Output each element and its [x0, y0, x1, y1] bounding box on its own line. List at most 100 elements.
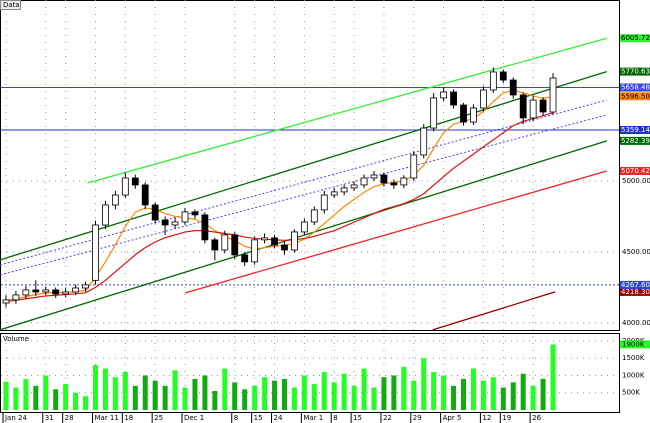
candle-body	[310, 209, 318, 223]
volume-bar	[23, 378, 29, 410]
level-label: 5282.3944	[621, 137, 650, 145]
x-tick-label: Mar 11	[94, 414, 118, 422]
y-tick-label: 4500.0000	[622, 248, 650, 256]
trend-line	[87, 37, 607, 184]
candle-body	[519, 94, 527, 119]
x-tick-label: 18	[124, 414, 133, 422]
x-tick-label: Apr 5	[443, 414, 462, 422]
volume-bar	[510, 382, 516, 410]
volume-bar	[530, 385, 536, 410]
candle-body	[430, 97, 438, 129]
candle-body	[450, 91, 457, 106]
level-label: 4218.3099	[621, 288, 650, 296]
volume-tick-label: 500K	[622, 389, 640, 397]
level-label: 6005.7232	[621, 34, 650, 42]
candle-body	[480, 89, 487, 109]
volume-bar	[331, 382, 337, 410]
level-label-box	[620, 67, 650, 76]
level-label-box	[620, 287, 650, 296]
x-tick-label: 26	[532, 414, 541, 422]
volume-bar	[550, 344, 556, 410]
candle-body	[410, 154, 418, 179]
candle-body	[32, 289, 40, 293]
candle-body	[221, 234, 229, 251]
volume-bar	[371, 387, 377, 410]
volume-bar	[311, 384, 317, 410]
candle-body	[529, 99, 537, 119]
value-label-box	[620, 340, 650, 349]
x-tick-label: Mar 1	[303, 414, 323, 422]
candle-body	[470, 107, 477, 123]
volume-bar	[540, 378, 546, 410]
volume-bar	[461, 378, 467, 410]
volume-tick-label: 1000K	[622, 371, 645, 379]
volume-bar	[391, 375, 397, 410]
x-tick-label: 22	[383, 414, 392, 422]
y-tick-label: 5000.0000	[622, 177, 650, 185]
candle-body	[509, 79, 517, 96]
x-tick-label: Jan 24	[4, 414, 27, 422]
volume-value-label: 1900K	[622, 340, 645, 348]
volume-bar	[142, 375, 148, 410]
candle-body	[489, 71, 497, 91]
candle-body	[201, 214, 209, 241]
candle-body	[281, 244, 288, 251]
volume-bar	[351, 385, 357, 410]
volume-bar	[13, 387, 19, 410]
volume-bar	[102, 368, 108, 410]
level-label: 5596.5000	[621, 92, 650, 100]
candle-body	[121, 177, 129, 196]
volume-bar	[500, 387, 506, 410]
volume-bar	[401, 366, 407, 410]
volume-bar	[520, 373, 526, 410]
candle-body	[499, 71, 507, 81]
volume-bar	[291, 387, 297, 410]
x-tick-label: 24	[274, 414, 283, 422]
volume-bar	[112, 377, 118, 410]
candle-body	[12, 294, 20, 301]
volume-bar	[341, 373, 347, 410]
level-label-box	[620, 83, 650, 92]
volume-bar	[43, 375, 49, 410]
volume-bar	[490, 377, 496, 410]
volume-bar	[262, 377, 268, 410]
candle-body	[539, 99, 547, 113]
trend-line	[0, 99, 607, 266]
level-label: 5658.4846	[621, 84, 650, 92]
volume-bar	[172, 370, 178, 410]
candle-body	[251, 239, 259, 263]
candle-body	[171, 221, 179, 226]
candle-body	[92, 224, 99, 281]
volume-bar	[92, 365, 98, 410]
x-tick-label: 12	[482, 414, 491, 422]
candle-body	[261, 237, 268, 241]
volume-bar	[222, 368, 228, 410]
volume-bar	[441, 375, 447, 410]
candle-body	[360, 177, 368, 186]
candle-body	[82, 284, 89, 289]
volume-bar	[470, 368, 476, 410]
candle-body	[62, 291, 70, 295]
candle-body	[390, 182, 398, 186]
volume-bar	[451, 385, 457, 410]
volume-bar	[232, 382, 238, 410]
candle-body	[330, 191, 338, 196]
candle-body	[22, 289, 30, 296]
volume-bar	[421, 358, 427, 410]
volume-bar	[162, 385, 168, 410]
candle-body	[181, 211, 189, 223]
x-tick-label: 29	[413, 414, 422, 422]
trend-line	[0, 140, 607, 331]
candle-body	[72, 287, 79, 293]
candle-body	[52, 289, 60, 295]
candle-body	[440, 91, 448, 99]
volume-bar	[212, 391, 218, 410]
candle-body	[241, 254, 249, 263]
candle-body	[300, 221, 308, 233]
volume-bar	[73, 392, 79, 410]
title-box	[0, 0, 21, 10]
candle-body	[380, 174, 388, 184]
x-tick-label: 28	[65, 414, 74, 422]
volume-bar	[431, 372, 437, 410]
